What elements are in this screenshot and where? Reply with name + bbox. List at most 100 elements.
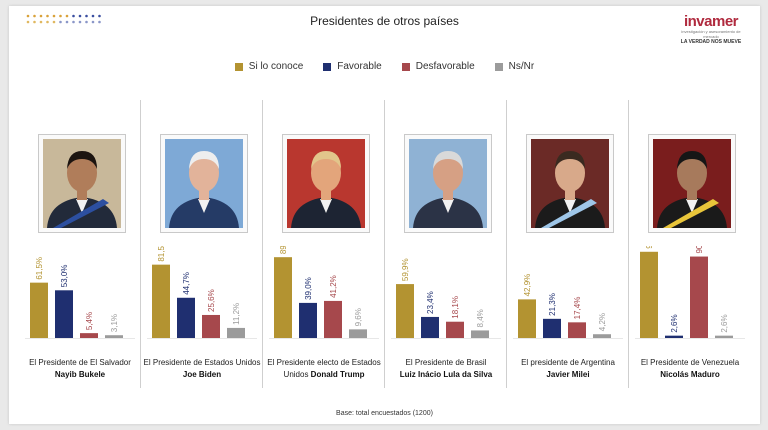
bar-chart: 81,5% 44,7% 25,6% 11,2%	[147, 246, 257, 339]
dot-mark	[78, 20, 82, 24]
portrait-collar	[686, 199, 698, 213]
president-portrait	[526, 134, 614, 233]
logo-name: invamer	[683, 13, 739, 30]
data-label: 61,5%	[35, 257, 44, 280]
bar-0	[274, 257, 292, 338]
invamer-logo: invamer investigación y asesoramiento de…	[676, 14, 746, 46]
portrait-image	[531, 139, 609, 228]
caption-name: Nicolás Maduro	[660, 370, 720, 379]
legend-swatch	[234, 62, 243, 71]
president-portrait	[648, 134, 736, 233]
bar-2	[80, 333, 98, 338]
portrait-collar	[198, 199, 210, 213]
president-panel: 59,9% 23,4% 18,1% 8,4% El Presidente de Bras…	[385, 96, 507, 394]
bar-2	[690, 256, 708, 338]
logo-tagline: LA VERDAD NOS MUEVE	[680, 39, 742, 45]
footer-base: Base: total encuestados (1200)	[336, 410, 433, 417]
portrait-neck	[199, 187, 209, 200]
dot-mark	[59, 20, 62, 24]
dot-mark	[52, 14, 56, 18]
caption-line1: El Presidente de Venezuela	[640, 358, 740, 367]
dot-mark	[65, 14, 69, 18]
bar-2	[202, 314, 220, 338]
president-panel: 81,5% 44,7% 25,6% 11,2% El Presidente de Est…	[141, 96, 263, 394]
president-panel: 42,9% 21,3% 17,4% 4,2% El presidente de Arge…	[507, 96, 629, 394]
bar-3	[715, 335, 733, 338]
caption-name: Luiz Inácio Lula da Silva	[399, 370, 493, 379]
data-label: 81,5%	[157, 246, 166, 262]
panel-divider	[384, 100, 385, 388]
bar-chart: 42,9% 21,3% 17,4% 4,2%	[513, 274, 623, 339]
data-label: 3,1%	[110, 314, 119, 332]
portrait-image	[43, 139, 121, 228]
panel-divider	[506, 100, 507, 388]
legend-label: Ns/Nr	[508, 61, 535, 72]
bar-3	[227, 327, 245, 338]
president-caption: El Presidente electo de Estados Unidos Do…	[257, 357, 391, 381]
bar-2	[446, 321, 464, 338]
legend-swatch	[494, 62, 503, 71]
dot-mark	[39, 20, 43, 24]
dot-mark	[33, 20, 36, 24]
bar-chart: 61,5% 53,0% 5,4% 3,1%	[25, 257, 135, 339]
legend-label: Desfavorable	[415, 61, 475, 72]
portrait-collar	[442, 199, 454, 213]
data-label: 25,6%	[207, 289, 216, 312]
portrait-neck	[77, 187, 87, 200]
portrait-image	[287, 139, 365, 228]
bar-0	[30, 282, 48, 338]
data-label: 59,9%	[401, 258, 410, 281]
data-label: 53,0%	[60, 265, 69, 288]
portrait-face	[311, 154, 341, 192]
bar-chart: 89,8% 39,0% 41,2% 9,6%	[269, 246, 379, 339]
dot-mark	[26, 14, 30, 18]
dot-mark	[98, 14, 101, 18]
portrait-neck	[565, 187, 575, 200]
bar-3	[471, 330, 489, 338]
dot-mark	[26, 20, 30, 24]
portrait-face	[677, 154, 707, 192]
caption-name: Nayib Bukele	[54, 370, 106, 379]
bar-2	[568, 322, 586, 338]
slide: Presidentes de otros países invamer inve…	[9, 6, 760, 424]
dot-mark	[98, 20, 101, 24]
bar-0	[640, 251, 658, 338]
data-label: 17,4%	[573, 297, 582, 320]
logo-subtitle: investigación y asesoramiento de mercado	[681, 29, 741, 39]
portrait-face	[67, 154, 97, 192]
data-label: 42,9%	[523, 274, 532, 297]
portrait-collar	[320, 199, 332, 213]
data-label: 4,2%	[598, 313, 607, 331]
legend-swatch	[401, 62, 410, 71]
bar-0	[518, 299, 536, 338]
portrait-hair	[311, 151, 341, 169]
caption-line2: Unidos	[283, 370, 311, 379]
caption-line1: El Presidente de Brasil	[405, 358, 487, 367]
dot-mark	[59, 14, 62, 18]
president-portrait	[160, 134, 248, 233]
data-label: 2,6%	[670, 314, 679, 332]
portrait-face	[555, 154, 585, 192]
data-label: 11,2%	[232, 303, 241, 325]
data-label: 89,8%	[279, 246, 288, 254]
bar-3	[349, 329, 367, 338]
portrait-hair	[433, 151, 463, 169]
bar-1	[299, 302, 317, 338]
dot-mark	[78, 14, 82, 18]
dot-mark	[85, 14, 88, 18]
bar-1	[55, 290, 73, 338]
caption-line1: El Presidente de El Salvador	[29, 358, 131, 367]
bar-3	[105, 335, 123, 338]
dot-mark	[72, 20, 75, 24]
portrait-image	[165, 139, 243, 228]
chart-legend: Si lo conoce Favorable Desfavorable Ns/Nr	[9, 61, 760, 72]
bar-1	[665, 335, 683, 338]
portrait-neck	[687, 187, 697, 200]
caption-name: Joe Biden	[182, 370, 222, 379]
dot-mark	[33, 14, 36, 18]
portrait-sash	[53, 199, 109, 228]
dot-mark	[85, 20, 88, 24]
portrait-sash	[541, 199, 597, 228]
portrait-neck	[321, 187, 331, 200]
caption-line1: El presidente de Argentina	[521, 358, 615, 367]
